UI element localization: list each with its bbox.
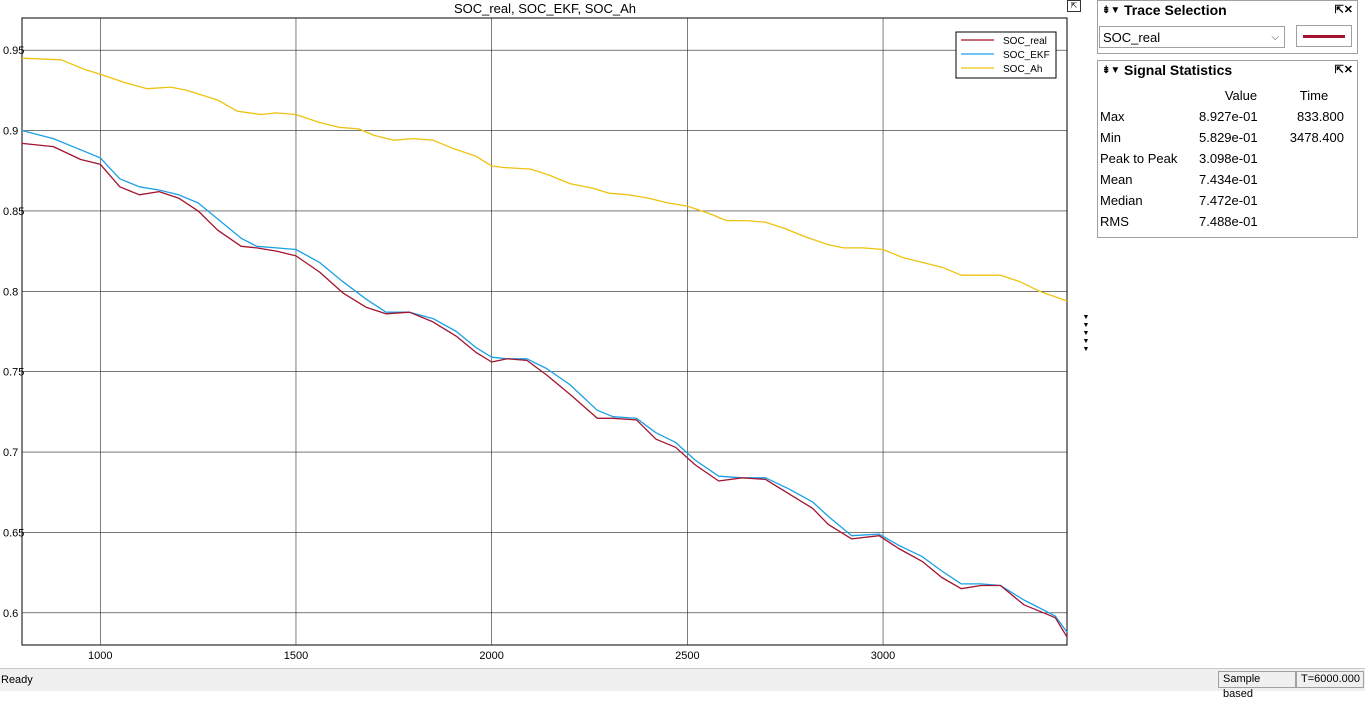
x-tick-label: 2000 [479, 650, 503, 662]
trace-selection-title: Trace Selection [1124, 2, 1227, 18]
x-tick-label: 2500 [675, 650, 699, 662]
undock-icon[interactable]: ⇱ [1067, 0, 1081, 12]
trace-line-style-swatch[interactable] [1296, 25, 1352, 47]
chevron-down-icon: ⌵ [1271, 32, 1279, 43]
stat-label: RMS [1100, 214, 1129, 229]
table-row: Mean 7.434e-01 [1100, 169, 1344, 190]
stat-label: Peak to Peak [1100, 151, 1178, 166]
legend-label: SOC_Ah [1003, 64, 1042, 75]
table-header-row: Value Time [1100, 85, 1344, 106]
collapse-pin-icon[interactable]: ⇟▼ [1102, 5, 1121, 16]
axes-expand-arrows-icon[interactable]: ▼ ▼ ▼ ▼ ▼ [1082, 314, 1090, 353]
y-tick-label: 0.8 [3, 286, 18, 298]
stat-label: Min [1100, 130, 1121, 145]
legend-box [955, 31, 1057, 79]
status-text: Ready [1, 674, 33, 686]
x-tick-label: 1000 [88, 650, 112, 662]
table-row: RMS 7.488e-01 [1100, 211, 1344, 232]
stat-time [1284, 190, 1344, 211]
trace-selection-header: ⇟▼ Trace Selection ⇱✕ [1098, 1, 1357, 20]
x-tick-label: 3000 [871, 650, 895, 662]
series-line-soc-ekf [21, 129, 1068, 633]
table-row: Peak to Peak 3.098e-01 [1100, 148, 1344, 169]
y-tick-label: 0.6 [3, 608, 18, 620]
collapse-pin-icon[interactable]: ⇟▼ [1102, 65, 1121, 76]
table-row: Median 7.472e-01 [1100, 190, 1344, 211]
time-indicator: T=6000.000 [1296, 671, 1364, 688]
line-color-sample [1303, 35, 1345, 38]
y-tick-label: 0.75 [3, 367, 24, 379]
table-row: Max 8.927e-01 833.800 [1100, 106, 1344, 127]
legend-label: SOC_real [1003, 36, 1047, 47]
y-tick-label: 0.65 [3, 527, 24, 539]
undock-close-icon[interactable]: ⇱✕ [1334, 64, 1353, 76]
stat-time [1284, 211, 1344, 232]
stat-label: Median [1100, 193, 1143, 208]
signal-statistics-title: Signal Statistics [1124, 62, 1233, 78]
stat-value: 7.488e-01 [1199, 214, 1258, 229]
undock-close-icon[interactable]: ⇱✕ [1334, 4, 1353, 16]
trace-select-dropdown[interactable]: SOC_real ⌵ [1099, 26, 1285, 48]
scope-display: SOC_real, SOC_EKF, SOC_Ah 0.95 0.9 0.85 0.8… [0, 0, 1090, 668]
trace-select-value: SOC_real [1103, 30, 1161, 45]
status-bar: Ready Sample based T=6000.000 [0, 668, 1365, 700]
stat-time [1284, 148, 1344, 169]
stat-time[interactable]: 833.800 [1297, 109, 1344, 124]
stat-value: 5.829e-01 [1199, 130, 1258, 145]
stat-value: 7.472e-01 [1199, 193, 1258, 208]
stat-label: Max [1100, 109, 1125, 124]
y-tick-label: 0.95 [3, 45, 24, 57]
y-tick-label: 0.7 [3, 447, 18, 459]
table-row: Min 5.829e-01 3478.400 [1100, 127, 1344, 148]
line-chart[interactable]: 0.95 0.9 0.85 0.8 0.75 0.7 0.65 0.6 1000 1500 2000… [0, 0, 1090, 668]
column-header-time: Time [1299, 88, 1329, 103]
y-tick-label: 0.9 [3, 126, 18, 138]
x-tick-label: 1500 [284, 650, 308, 662]
signal-statistics-header: ⇟▼ Signal Statistics ⇱✕ [1098, 61, 1357, 80]
stat-value: 8.927e-01 [1199, 109, 1258, 124]
statistics-table: Value Time Max 8.927e-01 833.800 Min 5.8… [1100, 85, 1344, 232]
stat-time[interactable]: 3478.400 [1289, 130, 1344, 145]
plot-title: SOC_real, SOC_EKF, SOC_Ah [453, 1, 637, 16]
stat-time [1284, 169, 1344, 190]
column-header-value: Value [1224, 88, 1258, 103]
plot-area [21, 17, 1068, 646]
series-line-soc-ah [21, 57, 1068, 302]
sample-mode-indicator: Sample based [1218, 671, 1296, 700]
stat-value: 7.434e-01 [1199, 172, 1258, 187]
signal-statistics-panel: ⇟▼ Signal Statistics ⇱✕ Value Time Max 8… [1097, 60, 1358, 238]
series-line-soc-real [21, 142, 1068, 638]
legend-label: SOC_EKF [1003, 50, 1050, 61]
stat-value: 3.098e-01 [1199, 151, 1258, 166]
stat-label: Mean [1100, 172, 1133, 187]
y-tick-label: 0.85 [3, 206, 24, 218]
trace-selection-panel: ⇟▼ Trace Selection ⇱✕ SOC_real ⌵ [1097, 0, 1358, 54]
